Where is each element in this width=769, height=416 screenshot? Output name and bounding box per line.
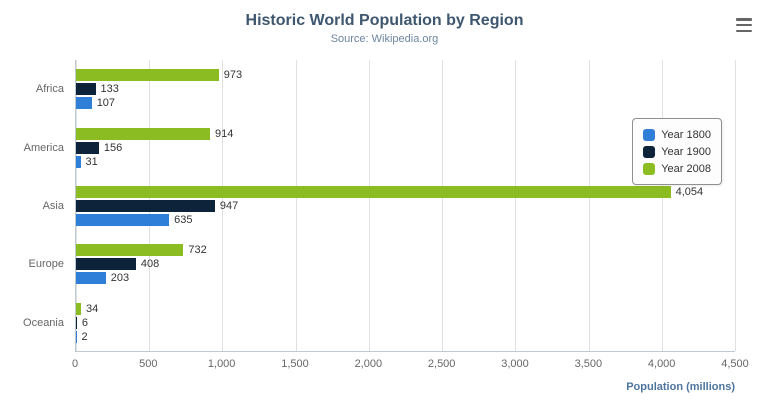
bar-africa-year-1800[interactable] [76,97,92,110]
chart-title: Historic World Population by Region [245,12,524,29]
bar-asia-year-1900[interactable] [76,200,215,212]
bar-africa-year-1900[interactable] [76,83,96,96]
x-tick-label: 4,500 [721,358,749,370]
legend-swatch-icon [643,145,656,158]
legend-item-year-1900[interactable]: Year 1900 [643,143,711,160]
category-label-oceania: Oceania [23,316,64,329]
bar-america-year-1800[interactable] [76,155,81,168]
legend-item-year-1800[interactable]: Year 1800 [643,126,711,143]
legend-label: Year 1800 [661,128,711,141]
data-label: 947 [219,200,239,212]
bar-america-year-1900[interactable] [76,141,99,154]
data-label: 732 [188,244,207,257]
data-label: 107 [96,97,116,110]
bar-oceania-year-1800[interactable] [76,330,77,343]
legend-label: Year 2008 [661,162,711,175]
bar-europe-year-1800[interactable] [76,272,106,285]
bar-america-year-2008[interactable] [76,127,211,140]
data-label: 34 [85,302,99,315]
category-label-europe: Europe [28,258,64,271]
category-label-africa: Africa [35,83,64,96]
data-label: 156 [103,141,123,154]
data-label: 973 [223,69,243,82]
data-label: 635 [174,214,193,226]
menu-bar [736,18,752,21]
gridline [222,60,224,351]
gridline [442,60,444,351]
x-tick-label: 1,000 [207,358,236,370]
data-label: 203 [110,272,130,285]
legend: Year 1800 Year 1900 Year 2008 [632,118,722,185]
chart-subtitle: Source: Wikipedia.org [330,33,439,45]
category-label-asia: Asia [42,200,64,212]
x-tick-label: 4,000 [647,358,676,370]
gridline [295,60,297,351]
menu-bar [736,23,752,27]
data-label: 4,054 [675,186,704,198]
x-axis-tick-labels: 0 500 1,000 1,500 2,000 2,500 3,000 3,500 4,000 4… [71,358,749,372]
plot-area: 973 133 107 914 156 31 4,054 947 635 732 408 203 34 6… [75,60,736,352]
bar-asia-year-1800[interactable] [76,214,170,226]
gridline [661,60,663,351]
gridline [735,60,736,351]
category-label-america: America [23,141,64,154]
menu-bar [736,29,752,32]
data-label: 408 [140,258,160,271]
x-tick-label: 1,500 [281,358,309,370]
gridline [368,60,370,351]
x-tick-label: 2,500 [427,358,456,370]
gridline [515,60,517,351]
legend-swatch-icon [643,128,656,141]
x-tick-label: 0 [71,358,79,370]
data-label: 2 [81,330,88,343]
x-tick-label: 3,500 [574,358,603,370]
x-tick-label: 2,000 [354,358,383,370]
bar-africa-year-2008[interactable] [76,69,219,82]
data-label: 133 [100,83,119,96]
x-tick-label: 500 [139,358,158,370]
category-axis-labels: Africa America Asia Europe Oceania [0,60,70,352]
bar-oceania-year-2008[interactable] [76,302,81,315]
data-label: 6 [81,316,88,329]
data-label: 31 [85,155,98,168]
legend-item-year-2008[interactable]: Year 2008 [643,160,711,177]
x-tick-label: 3,000 [501,358,529,370]
legend-swatch-icon [643,162,656,175]
bar-asia-year-2008[interactable] [76,186,671,198]
data-label: 914 [215,127,234,140]
bar-europe-year-1900[interactable] [76,258,136,271]
bar-europe-year-2008[interactable] [76,244,184,257]
legend-label: Year 1900 [661,145,711,158]
hamburger-menu-icon[interactable] [733,16,755,34]
bar-oceania-year-1900[interactable] [76,316,77,329]
x-axis-title: Population (millions) [626,381,735,393]
gridline [588,60,590,351]
